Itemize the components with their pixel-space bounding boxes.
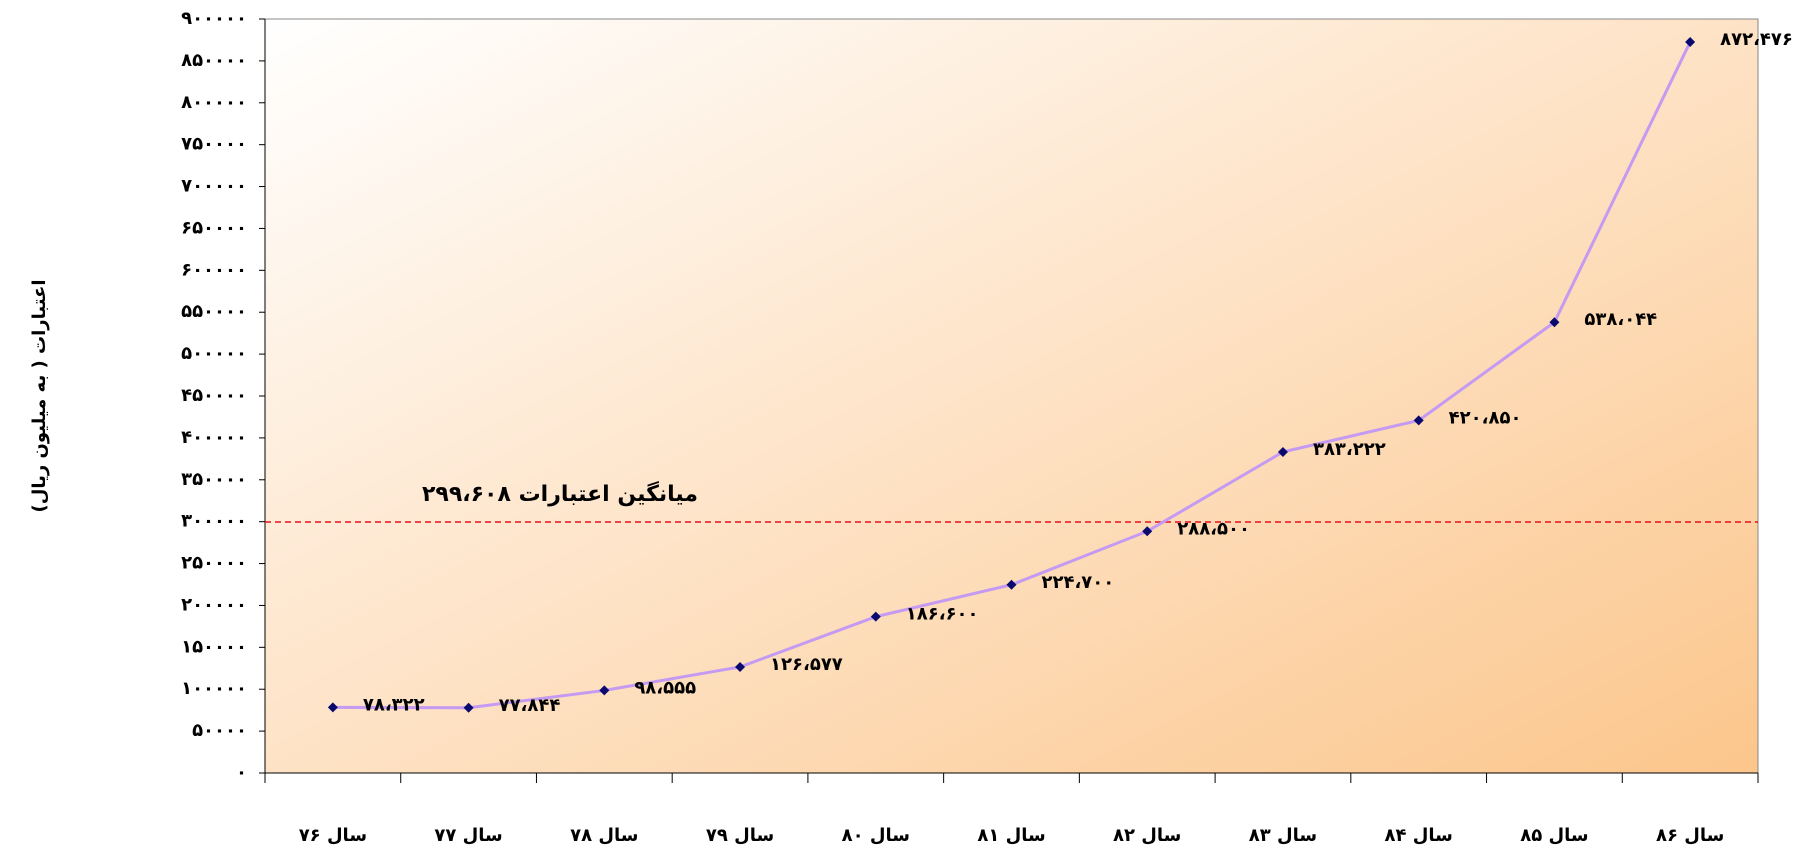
marker: [327, 702, 338, 713]
y-tick-label: ۵۰۰۰۰: [192, 720, 247, 741]
marker: [463, 702, 474, 713]
x-tick-label: سال ۷۸: [570, 825, 638, 846]
y-tick-label: ۶۵۰۰۰۰: [181, 217, 247, 238]
data-label: ۵۳۸،۰۴۴: [1584, 309, 1657, 330]
data-label: ۱۲۶،۵۷۷: [770, 654, 843, 675]
x-tick-label: سال ۷۹: [706, 825, 774, 846]
x-tick-label: سال ۸۵: [1520, 825, 1588, 846]
y-tick-label: ۵۵۰۰۰۰: [181, 301, 247, 322]
y-tick-label: ۱۰۰۰۰۰: [181, 678, 247, 699]
y-tick-label: ۴۵۰۰۰۰: [181, 385, 247, 406]
x-tick-label: سال ۷۶: [299, 825, 367, 846]
y-tick-label: ۲۵۰۰۰۰: [181, 553, 247, 574]
data-label: ۹۸،۵۵۵: [634, 677, 696, 698]
data-label: ۷۸،۳۲۲: [363, 694, 425, 715]
y-axis-label: اعتبارات ( به میلیون ریال): [29, 279, 50, 512]
data-label: ۲۸۸،۵۰۰: [1177, 518, 1250, 539]
x-tick-label: سال ۸۰: [842, 825, 910, 846]
data-label: ۸۷۲،۴۷۶: [1720, 29, 1793, 50]
data-label: ۲۲۴،۷۰۰: [1042, 572, 1115, 593]
y-tick-label: ۵۰۰۰۰۰: [181, 343, 247, 364]
data-label: ۳۸۳،۲۲۲: [1313, 439, 1386, 460]
y-tick-label: ۶۰۰۰۰۰: [181, 259, 247, 280]
marker: [1142, 526, 1153, 537]
marker: [870, 611, 881, 622]
y-tick-label: ۳۰۰۰۰۰: [181, 511, 247, 532]
marker: [1549, 317, 1560, 328]
y-tick-label: ۹۰۰۰۰۰: [181, 8, 247, 29]
data-label: ۷۷،۸۴۴: [499, 695, 561, 716]
marker: [599, 685, 610, 696]
y-tick-label: ۰: [236, 762, 247, 783]
marker: [1277, 446, 1288, 457]
data-label: ۱۸۶،۶۰۰: [906, 604, 979, 625]
y-tick-label: ۸۰۰۰۰۰: [181, 92, 247, 113]
x-tick-label: سال ۸۴: [1385, 825, 1453, 846]
marker: [1413, 415, 1424, 426]
marker: [1006, 579, 1017, 590]
marker: [1685, 37, 1696, 48]
x-tick-label: سال ۸۲: [1113, 825, 1181, 846]
y-tick-label: ۲۰۰۰۰۰: [181, 594, 247, 615]
plot-area: [264, 18, 1759, 774]
y-tick-label: ۸۵۰۰۰۰: [181, 50, 247, 71]
y-tick-label: ۷۵۰۰۰۰: [181, 134, 247, 155]
x-tick-label: سال ۷۷: [434, 825, 502, 846]
data-label: ۴۲۰،۸۵۰: [1449, 407, 1522, 428]
x-tick-label: سال ۸۳: [1249, 825, 1317, 846]
average-label: میانگین اعتبارات ۲۹۹،۶۰۸: [422, 480, 698, 507]
y-tick-label: ۱۵۰۰۰۰: [181, 636, 247, 657]
x-tick-label: سال ۸۱: [977, 825, 1045, 846]
y-tick-label: ۳۵۰۰۰۰: [181, 469, 247, 490]
marker: [735, 661, 746, 672]
y-tick-label: ۴۰۰۰۰۰: [181, 427, 247, 448]
y-tick-label: ۷۰۰۰۰۰: [181, 176, 247, 197]
x-tick-label: سال ۸۶: [1656, 825, 1724, 846]
